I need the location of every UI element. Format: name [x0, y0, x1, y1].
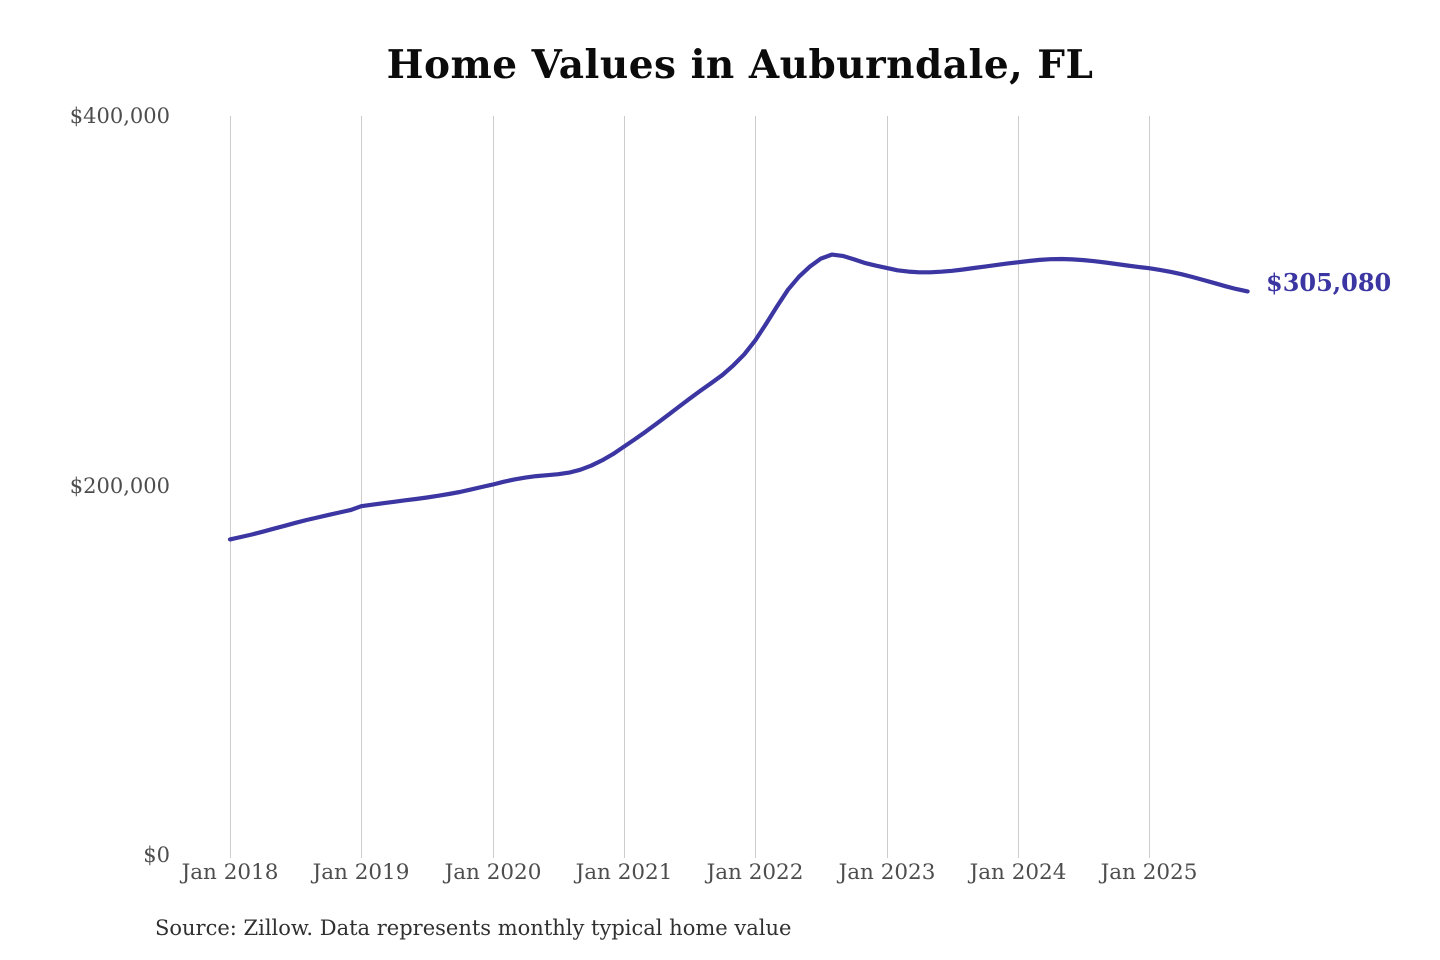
- x-tick-label: Jan 2023: [838, 860, 936, 885]
- gridline-jan-2021: [624, 116, 625, 858]
- x-tick-label: Jan 2021: [575, 860, 673, 885]
- x-tick-label: Jan 2022: [706, 860, 804, 885]
- plot-area: [230, 116, 1250, 858]
- gridline-jan-2022: [755, 116, 756, 858]
- x-tick-label: Jan 2025: [1100, 860, 1198, 885]
- gridline-jan-2020: [493, 116, 494, 858]
- x-tick-label: Jan 2019: [312, 860, 410, 885]
- latest-value-label: $305,080: [1266, 268, 1392, 297]
- y-tick-label: $200,000: [69, 474, 170, 498]
- x-tick-label: Jan 2020: [444, 860, 542, 885]
- x-tick-label: Jan 2024: [969, 860, 1067, 885]
- x-tick-label: Jan 2018: [181, 860, 279, 885]
- gridline-jan-2019: [361, 116, 362, 858]
- gridline-jan-2025: [1149, 116, 1150, 858]
- y-tick-label: $400,000: [69, 104, 170, 128]
- gridline-jan-2024: [1018, 116, 1019, 858]
- gridline-jan-2018: [230, 116, 231, 858]
- y-tick-label: $0: [143, 843, 170, 867]
- chart-title: Home Values in Auburndale, FL: [386, 42, 1094, 88]
- source-note: Source: Zillow. Data represents monthly …: [155, 916, 792, 940]
- gridline-jan-2023: [887, 116, 888, 858]
